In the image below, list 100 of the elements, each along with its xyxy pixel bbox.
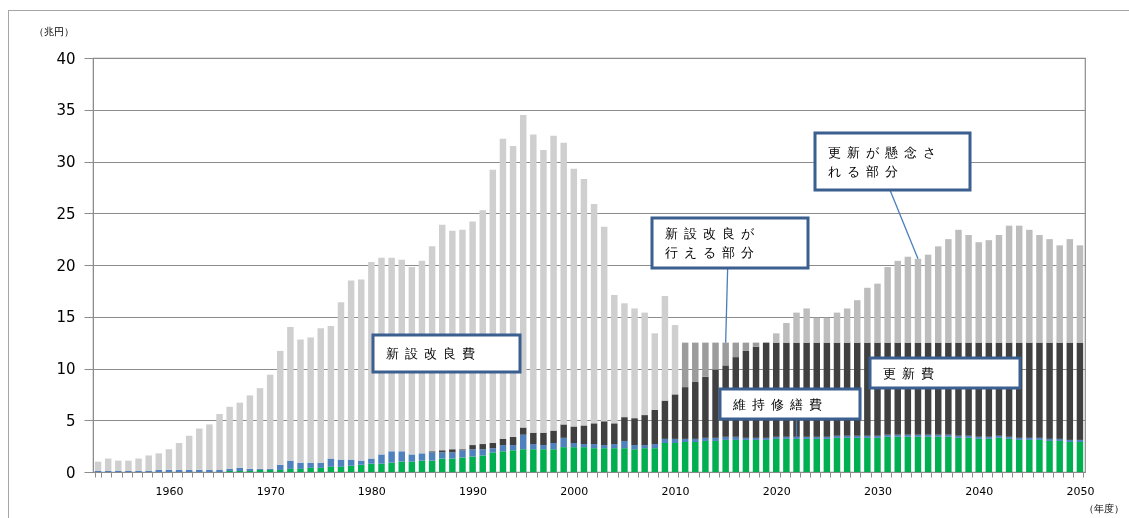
bar <box>1066 439 1074 442</box>
bar <box>1036 439 1043 472</box>
bar <box>914 258 922 343</box>
bar <box>884 267 891 343</box>
bar <box>752 439 760 472</box>
bar <box>843 308 851 343</box>
bar <box>742 437 750 440</box>
bar <box>641 448 648 472</box>
bar <box>783 436 790 439</box>
bar <box>631 449 638 472</box>
bar <box>611 448 618 472</box>
bar <box>742 439 750 472</box>
bar <box>347 459 355 466</box>
bar <box>590 203 598 424</box>
bar <box>894 434 901 437</box>
bar <box>1046 342 1053 439</box>
bar <box>226 406 233 469</box>
bar <box>438 458 446 472</box>
bar <box>185 469 193 472</box>
bar <box>509 450 517 472</box>
bar <box>955 229 962 343</box>
bar <box>388 462 395 472</box>
bar <box>206 469 213 472</box>
bar <box>438 450 446 453</box>
bar <box>347 465 355 472</box>
bar <box>449 452 456 459</box>
bar <box>1076 342 1084 440</box>
bar <box>965 435 972 438</box>
bar <box>550 443 557 450</box>
bar <box>611 423 618 445</box>
bar <box>762 439 770 472</box>
bar <box>914 434 922 437</box>
bar <box>631 308 638 419</box>
bar <box>661 296 669 401</box>
bar <box>651 333 659 410</box>
bar <box>864 287 871 343</box>
bar <box>1056 342 1063 439</box>
bar <box>975 436 982 439</box>
x-tick-label: 1970 <box>256 484 285 498</box>
bar <box>155 469 163 472</box>
bar <box>621 440 628 449</box>
bar <box>550 449 557 472</box>
bar <box>631 418 638 446</box>
bar <box>499 438 507 446</box>
bar <box>459 457 466 472</box>
bar <box>732 436 740 440</box>
bar <box>297 462 304 469</box>
y-tick-label: 35 <box>56 101 76 120</box>
bar <box>955 437 962 472</box>
y-tick-label: 15 <box>56 308 76 327</box>
bar <box>904 436 912 472</box>
bar <box>459 450 466 458</box>
bar <box>145 455 152 471</box>
bar <box>681 441 689 472</box>
bar <box>1015 437 1023 440</box>
bar <box>773 333 780 343</box>
bar <box>975 438 982 472</box>
bar <box>378 454 385 464</box>
bar <box>833 312 841 343</box>
bar <box>1056 245 1063 343</box>
x-tick-label: 1990 <box>459 484 488 498</box>
bar <box>236 402 244 468</box>
bar <box>287 327 294 461</box>
bar <box>256 388 264 469</box>
bar <box>995 437 1003 472</box>
bar <box>550 430 557 444</box>
bar <box>185 435 193 470</box>
x-tick-label: 2040 <box>965 484 994 498</box>
bar <box>1005 436 1013 439</box>
bar <box>712 437 719 441</box>
bar <box>995 234 1003 343</box>
bar <box>894 436 901 472</box>
bar <box>266 374 274 469</box>
bar <box>1066 441 1074 472</box>
bar <box>1026 437 1033 440</box>
bar <box>479 455 486 472</box>
bar <box>813 438 820 472</box>
bar <box>317 328 324 463</box>
bar <box>833 437 841 472</box>
bar <box>206 424 213 470</box>
bar <box>519 449 527 472</box>
bar <box>793 436 800 439</box>
y-tick-label: 10 <box>56 360 76 378</box>
x-axis-title: （年度） <box>1083 502 1124 514</box>
bar <box>570 426 578 444</box>
bar <box>884 434 891 437</box>
bar <box>560 447 567 472</box>
bar <box>479 449 486 456</box>
bar <box>287 468 294 472</box>
bar <box>641 415 648 446</box>
x-tick-label: 1960 <box>155 484 184 498</box>
bar <box>600 421 608 446</box>
bar <box>671 394 679 439</box>
bar <box>661 443 669 472</box>
bar <box>783 438 790 472</box>
bar <box>1076 441 1084 472</box>
bar <box>1036 234 1043 343</box>
x-tick-label: 2050 <box>1066 484 1095 498</box>
bar <box>864 342 871 436</box>
bar <box>874 437 881 472</box>
